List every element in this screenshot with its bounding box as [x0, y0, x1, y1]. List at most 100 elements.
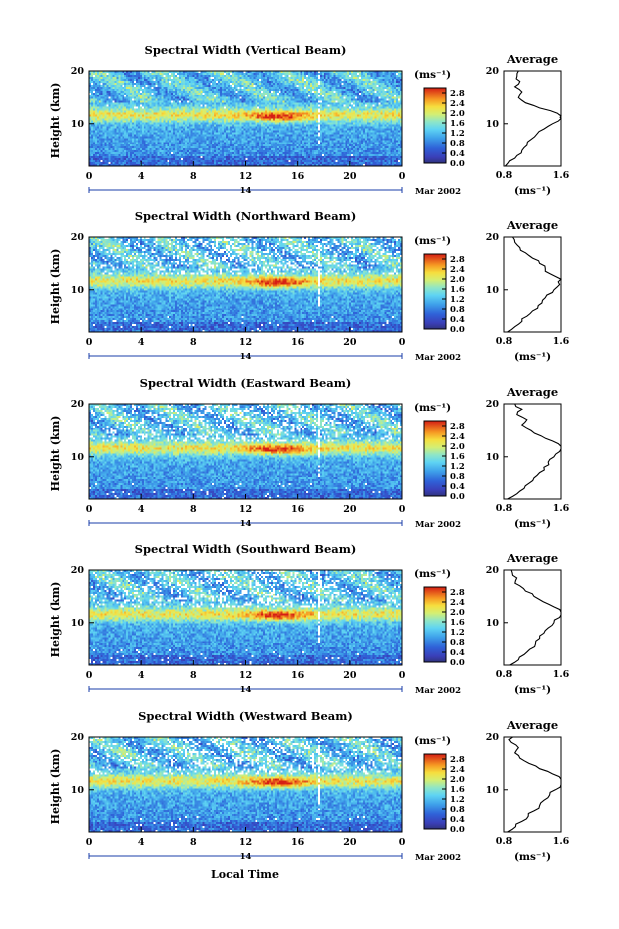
- colorbar-tick-label: 0.0: [450, 658, 465, 668]
- heatmap-image: [89, 570, 402, 665]
- colorbar-tick-label: 0.8: [450, 805, 465, 815]
- average-title: Average: [506, 718, 558, 732]
- x-tick-label: 16: [291, 504, 305, 515]
- x-tick-label: 0: [86, 504, 93, 515]
- colorbar-tick-label: 1.6: [450, 452, 465, 462]
- x-tick-label: 8: [190, 670, 197, 681]
- average-profile-line: [504, 70, 562, 167]
- x-tick-label: 8: [190, 171, 197, 182]
- average-x-tick-label: 0.8: [496, 336, 513, 347]
- panel-3: Spectral Width (Southward Beam) 10 20 Heigh…: [49, 542, 570, 696]
- x-tick-label: 4: [138, 837, 145, 848]
- y-tick-label: 20: [71, 232, 85, 243]
- average-x-tick-label: 1.6: [553, 336, 570, 347]
- date-day-label: 14: [240, 186, 252, 196]
- average-y-tick-label: 10: [486, 785, 500, 796]
- x-tick-label: 4: [138, 337, 145, 348]
- x-tick-label: 0: [86, 171, 93, 182]
- average-y-tick-label: 10: [486, 119, 500, 130]
- x-tick-label: 8: [190, 504, 197, 515]
- colorbar-tick-label: 1.6: [450, 119, 465, 129]
- average-y-tick-label: 20: [486, 399, 500, 410]
- x-axis-label: Local Time: [211, 868, 279, 881]
- y-axis-label: Height (km): [49, 249, 62, 325]
- colorbar-tick-label: 0.0: [450, 492, 465, 502]
- colorbar-tick-label: 0.4: [450, 149, 465, 159]
- x-tick-label: 8: [190, 837, 197, 848]
- panel-title: Spectral Width (Southward Beam): [135, 542, 357, 556]
- colorbar-tick-label: 0.4: [450, 315, 465, 325]
- y-axis-label: Height (km): [49, 416, 62, 492]
- colorbar-tick-label: 1.2: [450, 462, 465, 472]
- panel-0: Spectral Width (Vertical Beam) 10 20 Height…: [49, 43, 570, 197]
- y-tick-label: 20: [71, 66, 85, 77]
- colorbar-tick-label: 2.0: [450, 775, 465, 785]
- colorbar-tick-label: 0.0: [450, 159, 465, 169]
- average-x-tick-label: 0.8: [496, 503, 513, 514]
- x-tick-label: 0: [399, 504, 406, 515]
- x-tick-label: 0: [86, 837, 93, 848]
- average-x-tick-label: 0.8: [496, 170, 513, 181]
- date-label: Mar 2002: [415, 187, 461, 197]
- heatmap-image: [89, 404, 402, 499]
- panel-title: Spectral Width (Vertical Beam): [145, 43, 347, 57]
- date-label: Mar 2002: [415, 520, 461, 530]
- colorbar-tick-label: 2.4: [450, 765, 465, 775]
- colorbar: [423, 753, 447, 830]
- x-tick-label: 0: [86, 670, 93, 681]
- date-label: Mar 2002: [415, 353, 461, 363]
- colorbar-tick-label: 2.4: [450, 99, 465, 109]
- y-tick-label: 10: [71, 452, 85, 463]
- x-tick-label: 16: [291, 670, 305, 681]
- average-title: Average: [506, 551, 558, 565]
- x-tick-label: 0: [399, 171, 406, 182]
- average-x-label: (ms⁻¹): [514, 351, 551, 363]
- average-y-tick-label: 10: [486, 452, 500, 463]
- y-tick-label: 20: [71, 399, 85, 410]
- colorbar-tick-label: 2.8: [450, 422, 465, 432]
- x-tick-label: 16: [291, 337, 305, 348]
- x-tick-label: 4: [138, 670, 145, 681]
- date-day-label: 14: [240, 519, 252, 529]
- x-tick-label: 12: [239, 337, 252, 348]
- y-tick-label: 10: [71, 785, 85, 796]
- average-y-tick-label: 20: [486, 565, 500, 576]
- y-axis-label: Height (km): [49, 83, 62, 159]
- x-tick-label: 4: [138, 171, 145, 182]
- average-frame: [503, 736, 562, 833]
- x-tick-label: 16: [291, 171, 305, 182]
- x-tick-label: 0: [399, 670, 406, 681]
- average-frame: [503, 403, 562, 500]
- colorbar-tick-label: 2.4: [450, 265, 465, 275]
- x-tick-label: 16: [291, 837, 305, 848]
- x-tick-label: 20: [343, 171, 357, 182]
- heatmap-image: [89, 237, 402, 332]
- colorbar-tick-label: 0.8: [450, 638, 465, 648]
- average-x-label: (ms⁻¹): [514, 684, 551, 696]
- colorbar-tick-label: 0.0: [450, 825, 465, 835]
- average-title: Average: [506, 52, 558, 66]
- average-y-tick-label: 10: [486, 618, 500, 629]
- panel-title: Spectral Width (Northward Beam): [135, 209, 357, 223]
- panel-title: Spectral Width (Eastward Beam): [140, 376, 352, 390]
- x-tick-label: 0: [399, 837, 406, 848]
- colorbar-tick-label: 0.4: [450, 482, 465, 492]
- colorbar-tick-label: 1.6: [450, 618, 465, 628]
- average-frame: [503, 236, 562, 333]
- average-y-tick-label: 20: [486, 732, 500, 743]
- colorbar-tick-label: 2.8: [450, 588, 465, 598]
- y-tick-label: 20: [71, 732, 85, 743]
- colorbar-tick-label: 1.6: [450, 285, 465, 295]
- colorbar-tick-label: 0.4: [450, 815, 465, 825]
- colorbar-tick-label: 2.8: [450, 755, 465, 765]
- average-profile-line: [509, 569, 562, 666]
- average-x-tick-label: 0.8: [496, 836, 513, 847]
- average-profile-line: [507, 236, 562, 333]
- x-tick-label: 20: [343, 504, 357, 515]
- colorbar-tick-label: 2.0: [450, 109, 465, 119]
- average-profile-line: [507, 736, 562, 833]
- average-x-tick-label: 1.6: [553, 503, 570, 514]
- colorbar-unit: (ms⁻¹): [414, 69, 451, 81]
- date-label: Mar 2002: [415, 853, 461, 863]
